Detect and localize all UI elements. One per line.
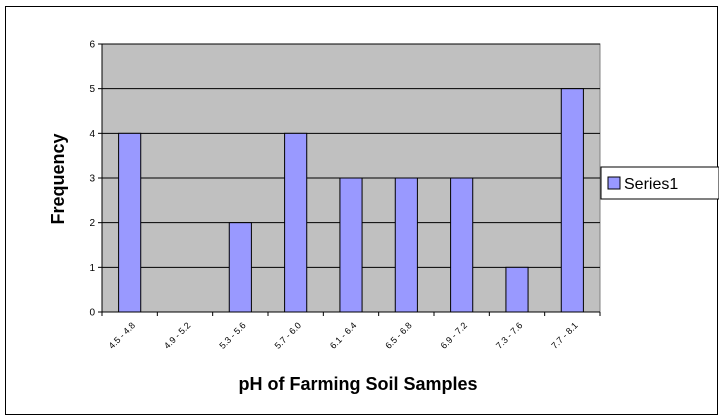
- legend-swatch-series1: [607, 176, 621, 190]
- chart-area: 0 1 2 3 4 5 6 4.5 - 4.8 4.9 - 5.2 5.3 - 5.6 5.7 -…: [5, 6, 719, 415]
- bar: [450, 177, 474, 313]
- x-tick-label: 5.7 - 6.0: [273, 320, 303, 350]
- x-tick-label: 4.9 - 5.2: [162, 320, 192, 350]
- bar: [228, 222, 252, 313]
- x-tick-label: 7.7 - 8.1: [549, 320, 579, 350]
- x-tick-label: 6.5 - 6.8: [383, 320, 413, 350]
- legend: Series1: [600, 166, 719, 200]
- x-tick-label: 5.3 - 5.6: [217, 320, 247, 350]
- x-tick-label: 4.5 - 4.8: [107, 320, 137, 350]
- x-tick-label: 6.1 - 6.4: [328, 320, 358, 350]
- y-tick-label: 3: [89, 174, 95, 185]
- y-tick-label: 5: [89, 84, 95, 95]
- x-axis-title: pH of Farming Soil Samples: [238, 374, 477, 394]
- legend-label-series1: Series1: [624, 176, 678, 193]
- bar: [394, 177, 418, 313]
- y-tick-label: 6: [89, 40, 95, 51]
- legend-box: [600, 166, 719, 200]
- y-tick-label: 4: [89, 129, 95, 140]
- y-tick-label: 0: [89, 308, 95, 319]
- bar-chart: 0 1 2 3 4 5 6 4.5 - 4.8 4.9 - 5.2 5.3 - 5.6 5.7 -…: [48, 40, 719, 394]
- bar: [505, 266, 529, 313]
- bar: [339, 177, 363, 313]
- y-axis-title: Frequency: [48, 133, 68, 224]
- y-tick-label: 2: [89, 218, 95, 229]
- bar: [284, 132, 308, 313]
- y-tick-label: 1: [89, 263, 95, 274]
- bar: [560, 88, 584, 313]
- x-tick-label: 6.9 - 7.2: [439, 320, 469, 350]
- bar: [118, 132, 142, 313]
- x-tick-label: 7.3 - 7.6: [494, 320, 524, 350]
